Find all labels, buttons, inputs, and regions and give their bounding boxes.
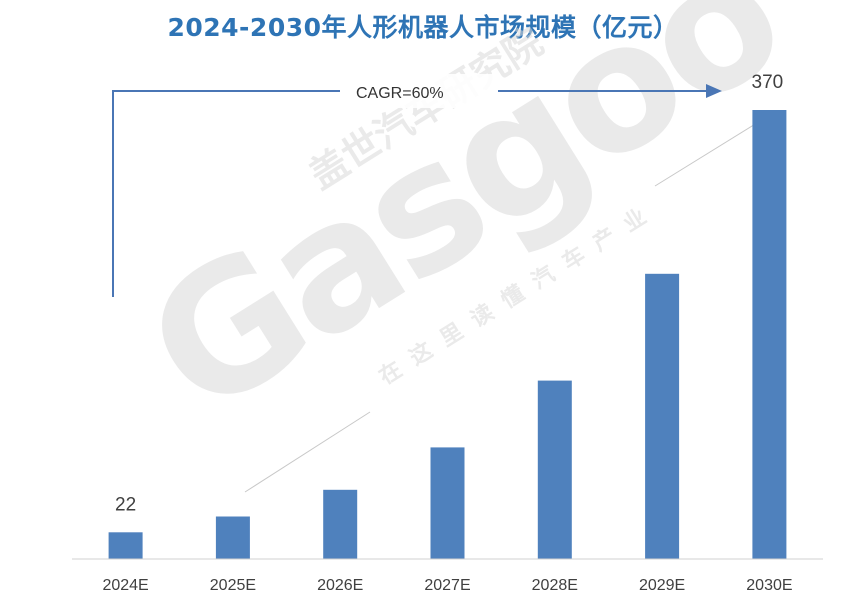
bar-2027E xyxy=(430,447,465,559)
bar-2029E xyxy=(645,273,680,559)
watermark-line-lower xyxy=(244,411,371,493)
cagr-arrow-line xyxy=(112,90,340,297)
cagr-label: CAGR=60% xyxy=(356,85,444,102)
cagr-arrowhead xyxy=(706,84,722,98)
x-tick-label: 2025E xyxy=(210,577,256,594)
bar-2026E xyxy=(323,489,358,559)
cagr-annotation: CAGR=60% xyxy=(112,74,722,297)
bar-2024E xyxy=(108,532,143,559)
data-label-2030E: 370 xyxy=(752,72,784,93)
chart-title: 2024-2030年人形机器人市场规模（亿元） xyxy=(167,13,679,42)
watermark-line-upper xyxy=(654,117,766,187)
data-label-2024E: 22 xyxy=(115,494,136,515)
x-tick-label: 2024E xyxy=(102,577,148,594)
bars xyxy=(108,110,787,559)
cagr-label-box xyxy=(340,74,498,108)
data-labels: 22 370 xyxy=(115,72,783,515)
watermark: Gasgoo 盖世汽车研究院 在这里读懂汽车产业 xyxy=(115,0,812,493)
x-tick-label: 2026E xyxy=(317,577,363,594)
x-tick-label: 2027E xyxy=(424,577,470,594)
bar-2028E xyxy=(537,380,572,559)
x-tick-label: 2030E xyxy=(746,577,792,594)
bar-2025E xyxy=(215,516,250,559)
x-ticks: 2024E 2025E 2026E 2027E 2028E 2029E 2030E xyxy=(102,577,792,594)
x-tick-label: 2029E xyxy=(639,577,685,594)
bar-2030E xyxy=(752,110,787,559)
x-tick-label: 2028E xyxy=(532,577,578,594)
